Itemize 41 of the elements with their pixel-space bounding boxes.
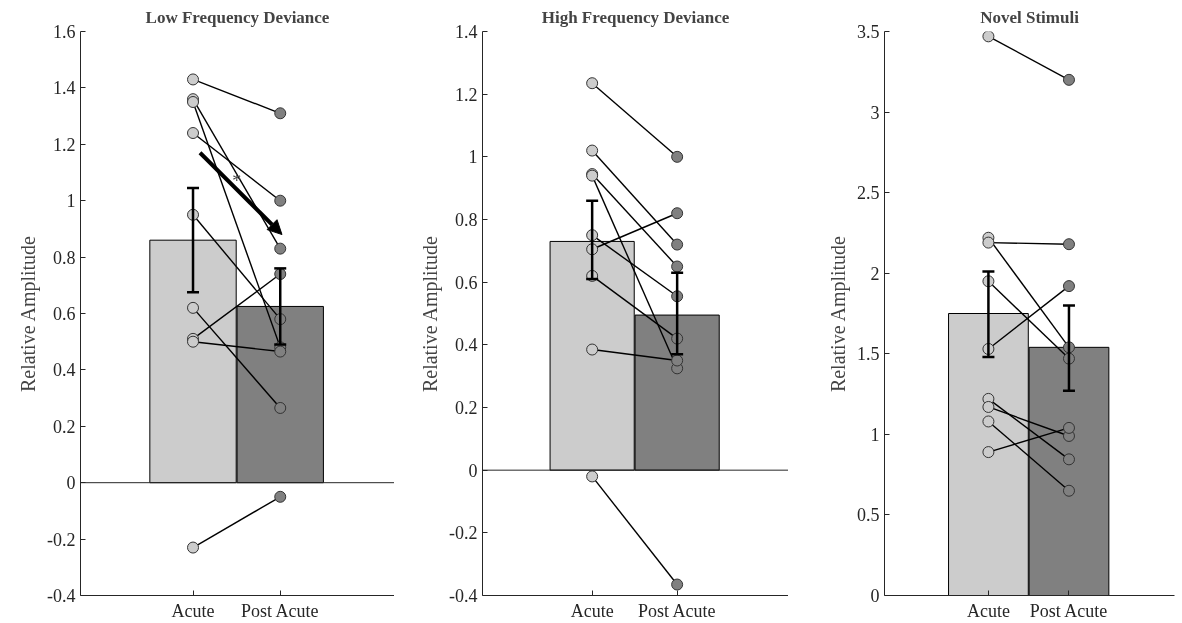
y-tick-label: 2: [870, 263, 880, 284]
y-tick-label: 3.5: [857, 22, 880, 42]
x-tick-label: Acute: [570, 600, 614, 621]
y-tick-label: 1.5: [857, 344, 880, 365]
y-tick-label: 0.8: [53, 247, 76, 268]
y-tick-label: 1: [870, 424, 880, 445]
y-tick-label: -0.4: [47, 586, 76, 606]
y-tick-label: 0.2: [455, 398, 478, 418]
y-axis-title: Relative Amplitude: [419, 235, 443, 393]
x-tick-label: Acute: [171, 600, 215, 621]
x-tick-label: Post Acute: [637, 600, 716, 621]
y-axis-title: Relative Amplitude: [17, 235, 41, 393]
y-tick-label: 1.2: [455, 84, 478, 105]
y-tick-label: 0.4: [455, 335, 478, 356]
y-tick-label: 0: [870, 586, 880, 606]
x-tick-label: Post Acute: [1029, 600, 1108, 621]
x-tick-label: Acute: [966, 600, 1010, 621]
y-tick-label: 0.4: [53, 360, 76, 381]
y-tick-label: -0.4: [449, 586, 478, 606]
y-tick-label: -0.2: [449, 523, 478, 544]
y-tick-label: 1.6: [53, 22, 76, 42]
y-tick-label: 1.2: [53, 134, 76, 155]
y-tick-label: -0.2: [47, 529, 76, 550]
chart-title: Novel Stimuli: [980, 7, 1080, 27]
y-tick-label: 0.2: [53, 416, 76, 437]
y-tick-label: 0: [468, 460, 478, 481]
y-tick-label: 0.8: [455, 210, 478, 230]
chart-title: High Frequency Deviance: [541, 7, 730, 27]
y-tick-label: 0.6: [53, 304, 76, 324]
y-tick-label: 1.4: [53, 78, 76, 99]
y-tick-label: 2.5: [857, 183, 880, 204]
chart-title: Low Frequency Deviance: [145, 7, 330, 27]
y-tick-label: 0.6: [455, 272, 478, 293]
y-tick-label: 0.5: [857, 505, 880, 526]
y-axis-title: Relative Amplitude: [827, 235, 850, 393]
y-tick-label: 1.4: [455, 22, 478, 42]
y-tick-label: 0: [66, 473, 76, 494]
x-tick-label: Post Acute: [240, 600, 319, 621]
y-tick-label: 1: [468, 147, 478, 168]
y-tick-label: 1: [66, 191, 76, 212]
y-tick-label: 3: [870, 102, 880, 123]
